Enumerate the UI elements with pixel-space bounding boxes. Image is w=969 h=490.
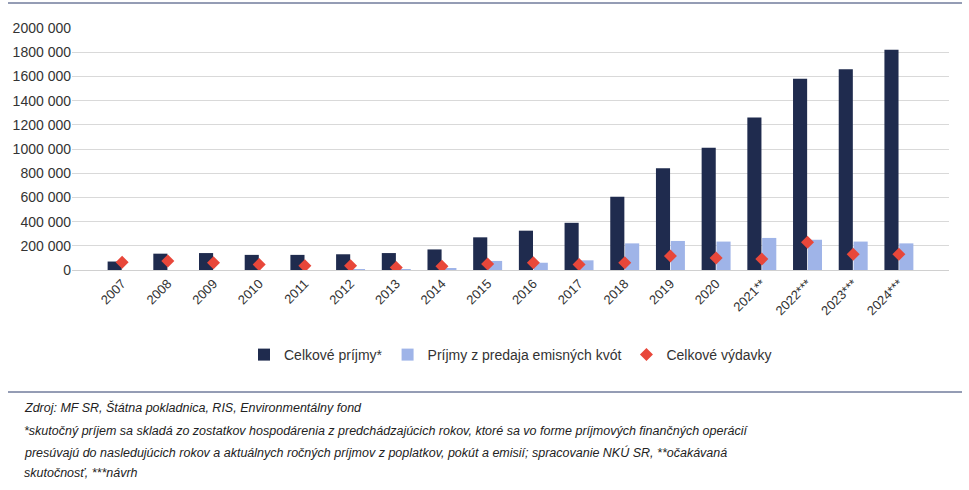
svg-text:2023***: 2023*** (818, 276, 860, 318)
svg-text:2010: 2010 (235, 276, 266, 307)
svg-text:2017: 2017 (555, 276, 586, 307)
svg-text:skutočnosť, ***návrh: skutočnosť, ***návrh (24, 466, 138, 480)
svg-text:1400 000: 1400 000 (13, 93, 72, 109)
svg-text:presúvajú do nasledujúcich rok: presúvajú do nasledujúcich rokov a aktuá… (24, 445, 727, 460)
svg-text:*skutočný príjem sa skladá zo: *skutočný príjem sa skladá zo zostatkov … (24, 424, 749, 438)
svg-text:2022***: 2022*** (772, 276, 814, 318)
svg-text:Celkové príjmy*: Celkové príjmy* (284, 347, 383, 363)
svg-text:2021**: 2021** (730, 276, 768, 314)
svg-text:2013: 2013 (372, 276, 403, 307)
svg-text:2018: 2018 (600, 276, 631, 307)
svg-text:0: 0 (63, 262, 71, 278)
svg-text:2024***: 2024*** (864, 276, 906, 318)
svg-text:800 000: 800 000 (20, 165, 71, 181)
svg-text:2009: 2009 (189, 276, 220, 307)
svg-text:1200 000: 1200 000 (13, 117, 72, 133)
svg-text:2011: 2011 (281, 276, 311, 306)
svg-text:200 000: 200 000 (20, 238, 71, 254)
svg-text:2014: 2014 (418, 276, 449, 307)
svg-text:1600 000: 1600 000 (13, 68, 72, 84)
svg-text:2007: 2007 (98, 276, 129, 307)
svg-text:2008: 2008 (143, 276, 174, 307)
svg-text:2020: 2020 (692, 276, 723, 307)
svg-text:Celkové výdavky: Celkové výdavky (666, 347, 771, 363)
svg-text:1800 000: 1800 000 (13, 44, 72, 60)
svg-text:2012: 2012 (326, 276, 357, 307)
svg-text:Zdroj: MF SR, Štátna pokladnic: Zdroj: MF SR, Štátna pokladnica, RIS, En… (24, 400, 362, 415)
svg-text:1000 000: 1000 000 (13, 141, 72, 157)
svg-text:2015: 2015 (463, 276, 494, 307)
svg-text:400 000: 400 000 (20, 214, 71, 230)
svg-text:2000 000: 2000 000 (13, 20, 72, 36)
svg-text:600 000: 600 000 (20, 189, 71, 205)
svg-text:2019: 2019 (646, 276, 677, 307)
svg-text:2016: 2016 (509, 276, 540, 307)
svg-text:Príjmy z predaja emisných kvót: Príjmy z predaja emisných kvót (428, 347, 622, 363)
